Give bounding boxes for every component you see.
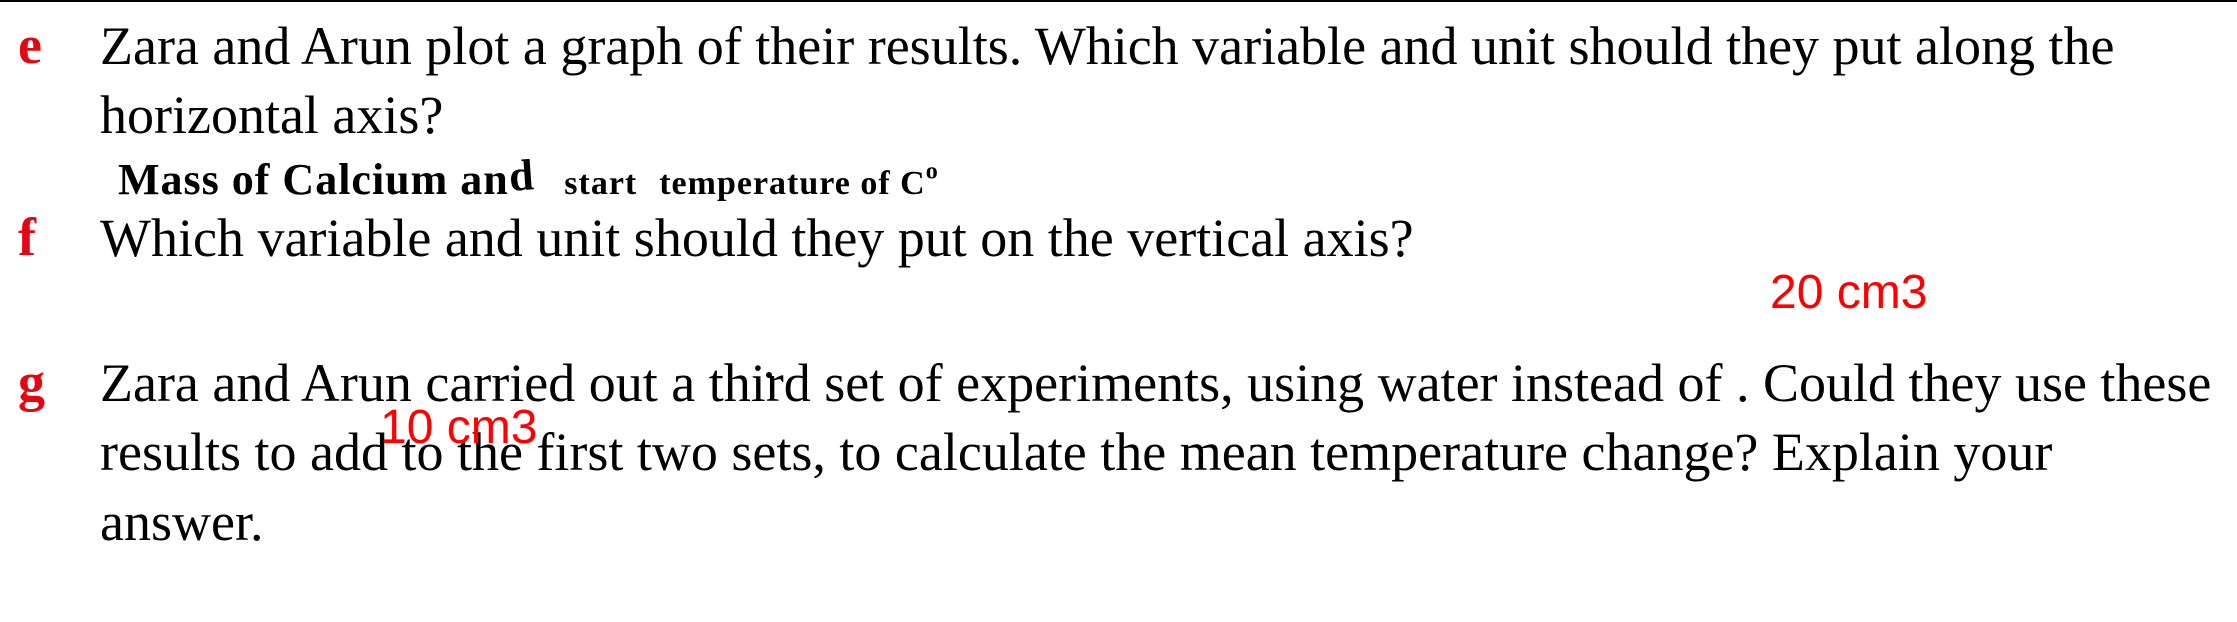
annotation-10cm3: 10 cm3 (380, 400, 537, 455)
question-e-letter: e (0, 12, 100, 80)
question-e-row: e Zara and Arun plot a graph of their re… (0, 2, 2237, 150)
annotation-20cm3: 20 cm3 (1770, 265, 1927, 320)
question-f-row: f Which variable and unit should they pu… (0, 204, 2237, 273)
handwriting-text-1: Mass of Calcium an (118, 155, 509, 204)
question-f-letter: f (0, 204, 100, 272)
page: e Zara and Arun plot a graph of their re… (0, 0, 2237, 622)
handwriting-text-2: start (564, 165, 637, 202)
handwritten-answer-e: Mass of Calcium and start temperature of… (118, 154, 939, 205)
handwriting-text-3: temperature of C (659, 165, 926, 202)
handwriting-super-o: o (926, 158, 939, 184)
question-g-letter: g (0, 349, 100, 417)
question-g-row: g Zara and Arun carried out a third set … (0, 349, 2237, 556)
stray-dot-icon (766, 372, 772, 378)
handwriting-text-d: d (507, 149, 536, 202)
question-f-text: Which variable and unit should they put … (100, 204, 2237, 273)
question-e-text: Zara and Arun plot a graph of their resu… (100, 12, 2237, 150)
